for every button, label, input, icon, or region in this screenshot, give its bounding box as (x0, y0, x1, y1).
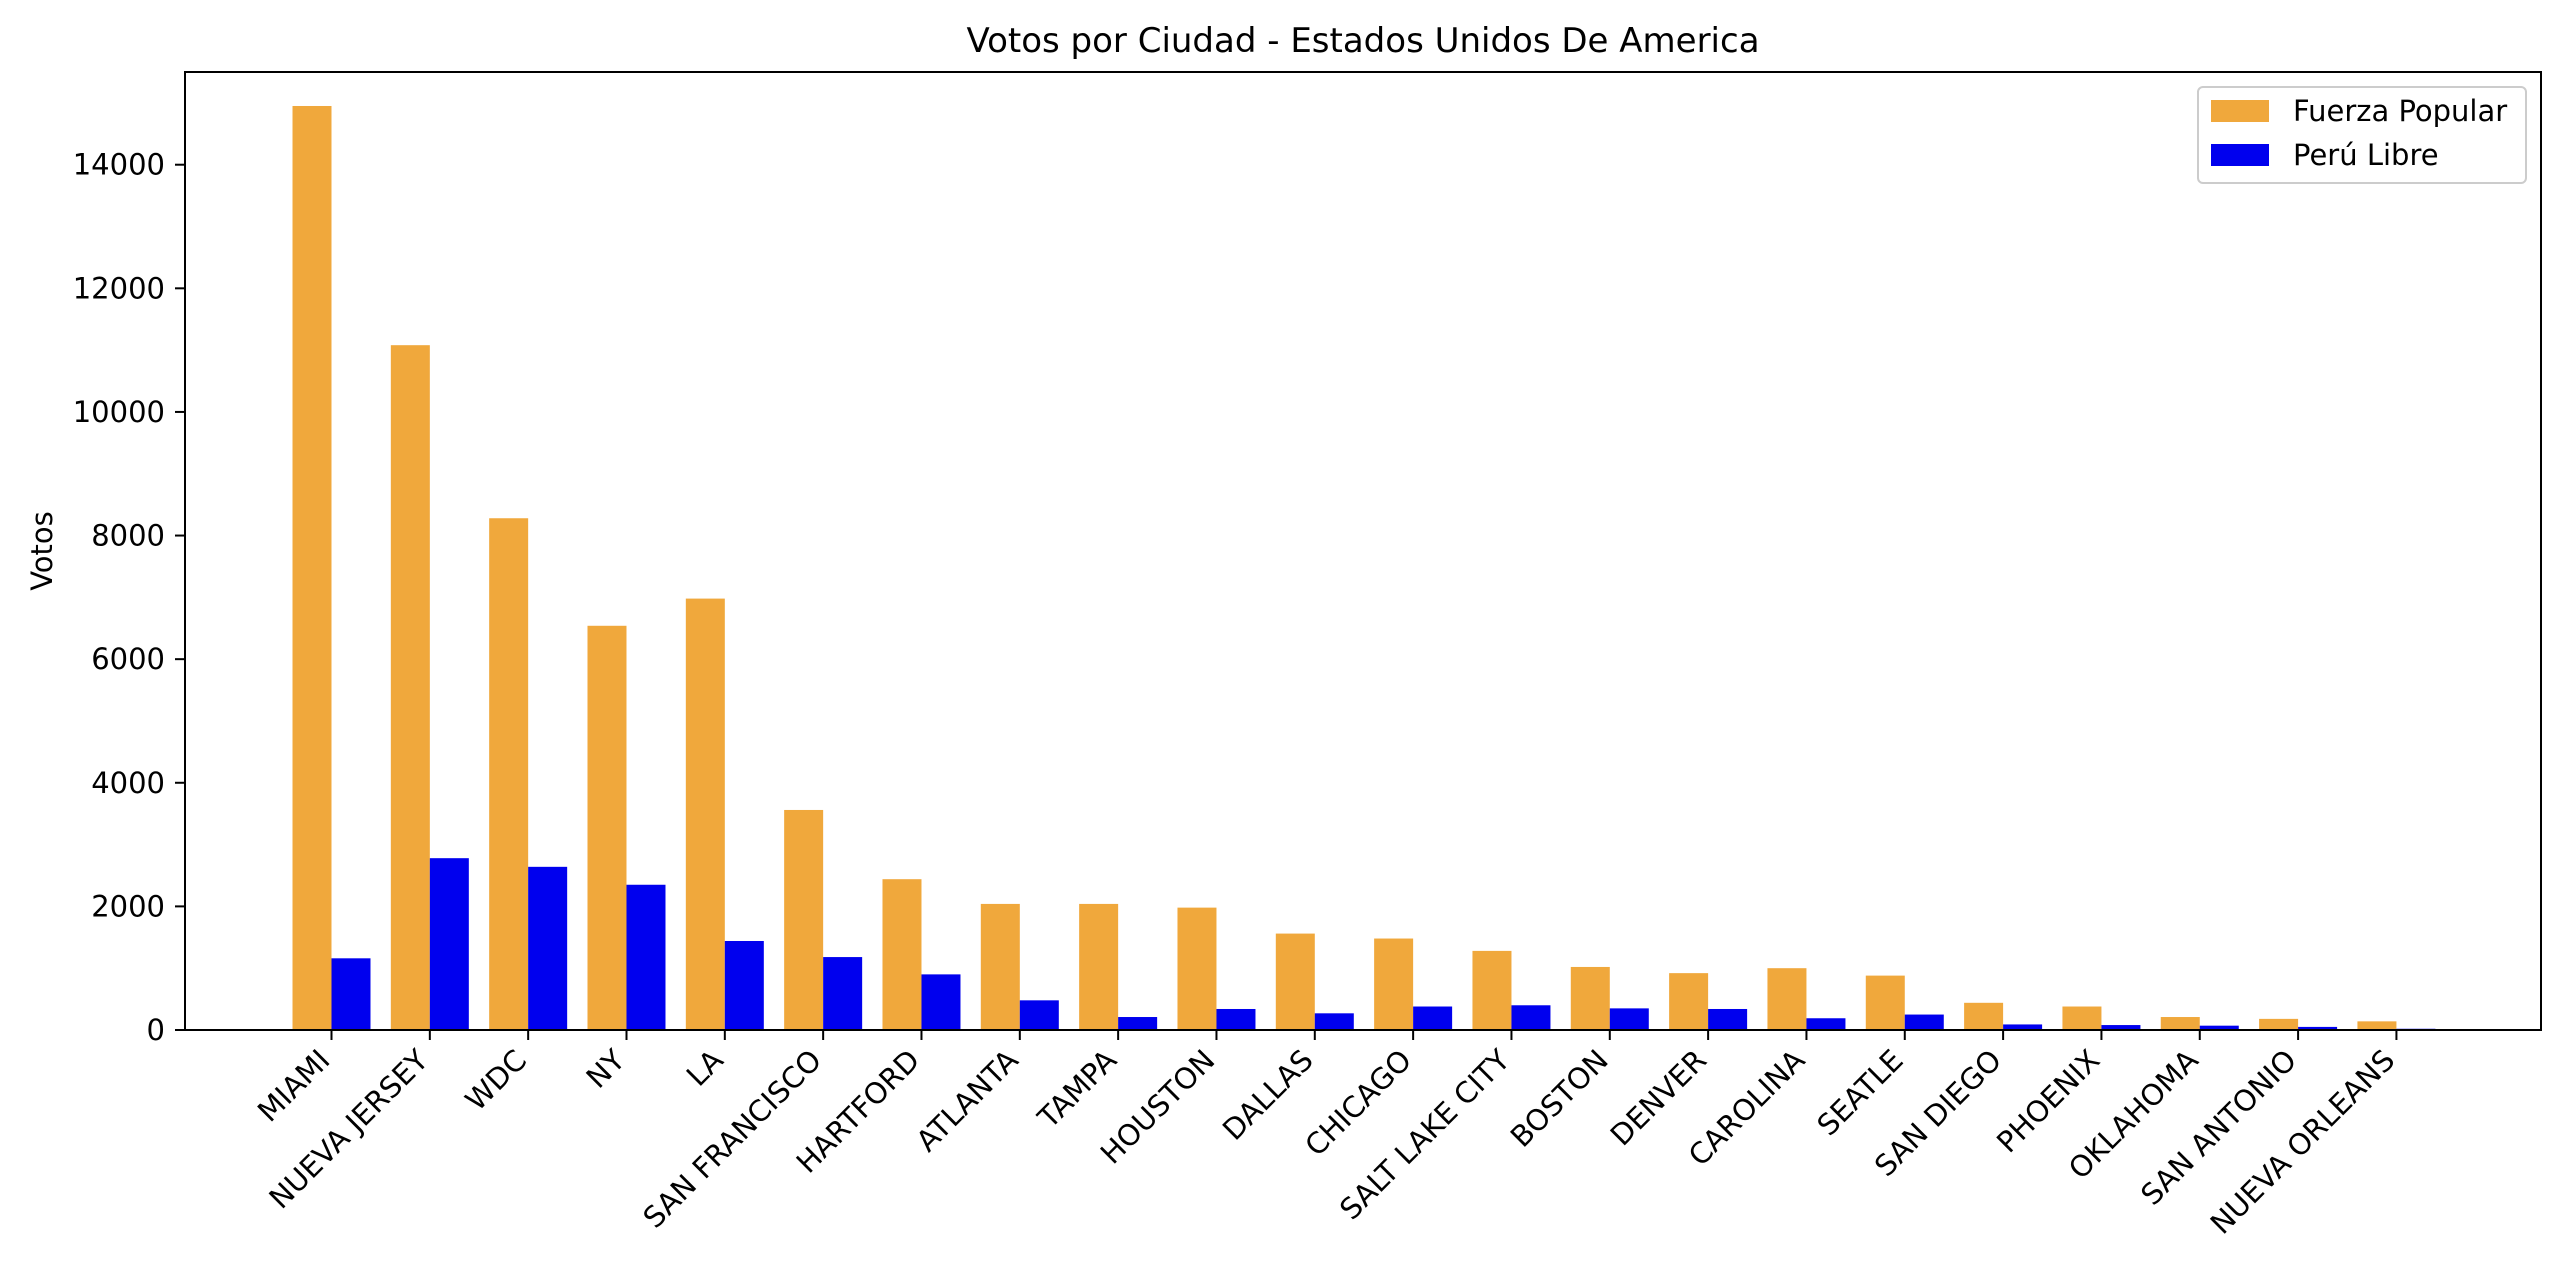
y-axis-label: Votos (25, 511, 59, 591)
bar-series-2 (1609, 1008, 1649, 1030)
bar-series-1 (1177, 907, 1217, 1030)
bar-series-1 (685, 598, 725, 1030)
bar-series-1 (1472, 950, 1512, 1030)
bar-series-1 (292, 105, 332, 1031)
y-tick-label: 2000 (91, 889, 165, 923)
bar-series-2 (2199, 1025, 2239, 1030)
bar-series-1 (1669, 973, 1709, 1030)
bar-series-1 (1374, 938, 1414, 1030)
bar-series-2 (1806, 1018, 1846, 1030)
y-tick-label: 10000 (73, 395, 165, 429)
bar-series-1 (882, 879, 922, 1030)
y-tick-label: 6000 (91, 642, 165, 676)
bar-series-1 (1865, 975, 1905, 1030)
bar-series-2 (1413, 1006, 1453, 1030)
bar-series-1 (390, 345, 430, 1030)
x-tick-label: NUEVA ORLEANS (2204, 1043, 2402, 1241)
x-tick-label: SAN FRANCISCO (636, 1043, 828, 1235)
legend-swatch (2211, 144, 2269, 166)
bar-series-2 (626, 884, 666, 1030)
bar-series-1 (980, 903, 1020, 1030)
bar-series-2 (1118, 1017, 1158, 1030)
bar-series-2 (823, 957, 863, 1030)
x-tick-label: ATLANTA (910, 1043, 1025, 1158)
bar-series-2 (2101, 1025, 2141, 1030)
legend-label: Perú Libre (2293, 138, 2439, 172)
bar-series-2 (1904, 1014, 1944, 1030)
bar-series-1 (2062, 1006, 2102, 1030)
chart-title: Votos por Ciudad - Estados Unidos De Ame… (966, 21, 1759, 61)
bar-series-2 (724, 940, 764, 1030)
bar-series-1 (784, 809, 824, 1030)
bar-series-2 (1019, 1000, 1059, 1030)
legend-box (2197, 86, 2527, 184)
x-tick-label: NY (580, 1043, 632, 1095)
x-tick-label: TAMPA (1031, 1043, 1124, 1136)
bar-series-2 (2003, 1024, 2043, 1030)
bar-series-1 (1275, 933, 1315, 1030)
bars-group (292, 105, 2436, 1031)
y-axis-ticks: 0 2000 4000 6000 8000 10000 12000 14000 (73, 148, 185, 1047)
bar-series-1 (2357, 1021, 2397, 1030)
y-tick-label: 0 (147, 1013, 165, 1047)
y-tick-label: 12000 (73, 271, 165, 305)
legend-swatch (2211, 100, 2269, 122)
bar-series-2 (1216, 1008, 1256, 1030)
x-tick-label: WDC (459, 1043, 533, 1117)
x-tick-label: DALLAS (1216, 1043, 1320, 1147)
bar-series-1 (587, 625, 627, 1030)
y-tick-label: 14000 (73, 148, 165, 182)
y-tick-label: 8000 (91, 519, 165, 553)
y-tick-label: 4000 (91, 766, 165, 800)
bar-series-1 (489, 518, 529, 1030)
plot-frame (184, 71, 2542, 1031)
x-tick-label: SEATLE (1810, 1043, 1909, 1142)
x-tick-label: LA (680, 1043, 730, 1093)
bar-series-1 (2259, 1018, 2299, 1030)
legend-label: Fuerza Popular (2293, 94, 2507, 128)
x-tick-label: BOSTON (1504, 1043, 1615, 1154)
bar-series-2 (1511, 1005, 1551, 1030)
bar-series-2 (1708, 1008, 1748, 1030)
legend: Fuerza Popular Perú Libre (2197, 86, 2527, 184)
bar-series-1 (1570, 966, 1610, 1030)
bar-series-1 (1767, 968, 1807, 1030)
bar-series-2 (2298, 1026, 2338, 1030)
x-tick-label: SALT LAKE CITY (1333, 1043, 1517, 1227)
bar-series-2 (921, 974, 961, 1030)
bar-series-1 (1079, 903, 1119, 1030)
bar-series-2 (1314, 1013, 1354, 1030)
bar-series-2 (528, 866, 568, 1030)
bar-series-1 (2160, 1017, 2200, 1030)
bar-series-2 (429, 858, 469, 1030)
bar-series-1 (1964, 1002, 2004, 1030)
x-tick-label: MIAMI (251, 1043, 337, 1129)
bar-series-2 (331, 958, 371, 1030)
